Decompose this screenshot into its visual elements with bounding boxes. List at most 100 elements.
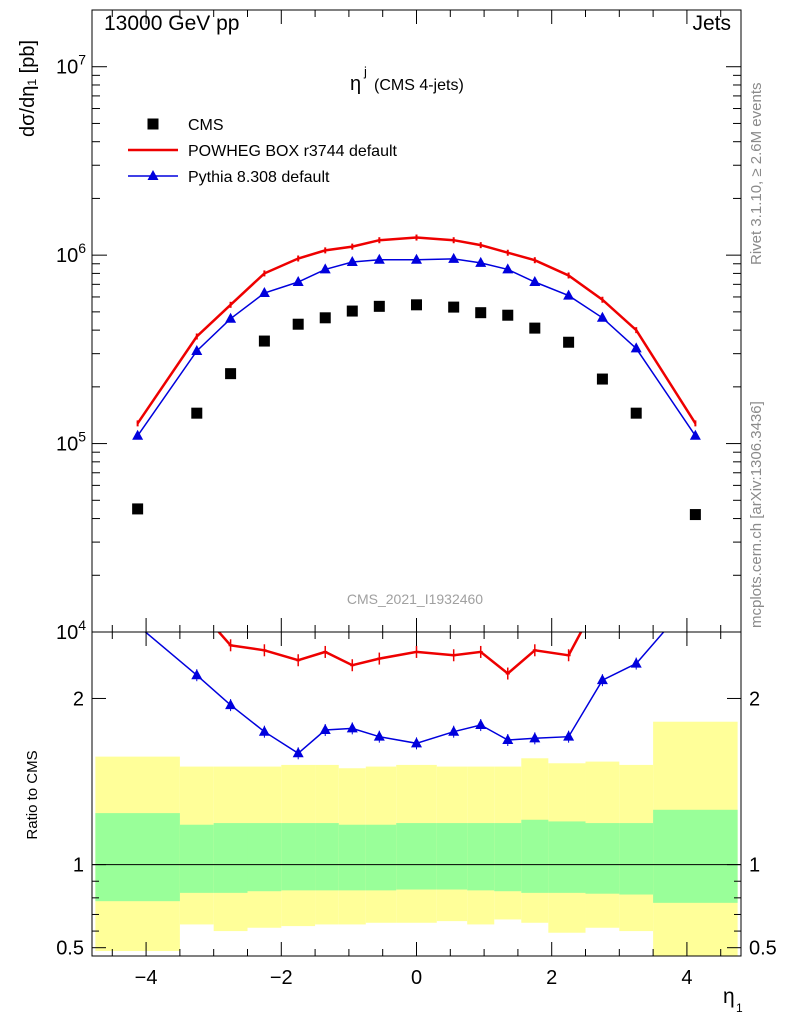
cms-point bbox=[346, 305, 358, 317]
ratio-pythia-point bbox=[292, 747, 304, 758]
ratio-pythia-point bbox=[191, 669, 203, 680]
cms-point bbox=[373, 300, 385, 312]
cms-point bbox=[132, 503, 144, 515]
pythia-point bbox=[346, 255, 358, 266]
cms-point bbox=[502, 309, 514, 321]
main-ytick-label-base: 10 bbox=[56, 434, 78, 456]
cms-point bbox=[563, 336, 575, 348]
pythia-point bbox=[292, 276, 304, 287]
pythia-point bbox=[689, 429, 701, 440]
main-ytick-label: 107 bbox=[56, 52, 86, 79]
ratio-inner-band bbox=[247, 823, 282, 892]
cms-point bbox=[292, 318, 304, 330]
ratio-xlabel-subscript: 1 bbox=[736, 1001, 743, 1015]
main-ytick-label-exp: 5 bbox=[78, 429, 86, 445]
main-watermark: CMS_2021_I1932460 bbox=[347, 591, 483, 607]
main-ytick-label: 105 bbox=[56, 429, 86, 456]
legend-cms-label: CMS bbox=[188, 117, 224, 134]
pythia-point bbox=[373, 253, 385, 264]
main-data bbox=[132, 234, 701, 521]
pythia-point bbox=[502, 263, 514, 274]
legend: CMS POWHEG BOX r3744 default Pythia 8.308 … bbox=[128, 117, 398, 186]
main-ytick-label: 104 bbox=[56, 617, 86, 644]
ratio-inner-band bbox=[494, 823, 522, 892]
ratio-data bbox=[92, 589, 741, 956]
ratio-frame bbox=[91, 631, 742, 957]
ratio-xtick-label: −4 bbox=[135, 967, 158, 989]
pythia-point bbox=[319, 263, 331, 274]
main-ytick-label: 106 bbox=[56, 240, 86, 267]
ratio-inner-band bbox=[467, 823, 495, 891]
ratio-pythia-point bbox=[529, 732, 541, 743]
pythia-point bbox=[630, 342, 642, 353]
ratio-xlabel-symbol: η bbox=[723, 985, 735, 1008]
pythia-point bbox=[475, 256, 487, 267]
ratio-plot: 0.5 0.5 1 1 2 2 −4 −2 0 2 4 bbox=[56, 589, 777, 989]
main-ytick-label-exp: 6 bbox=[78, 240, 86, 256]
ratio-pythia-point bbox=[132, 619, 143, 629]
legend-cms-marker bbox=[147, 118, 159, 130]
legend-pythia-marker bbox=[147, 170, 159, 180]
cms-point bbox=[191, 407, 203, 419]
cms-point bbox=[411, 299, 422, 311]
ratio-pythia-point bbox=[690, 589, 701, 599]
ratio-pythia-point bbox=[630, 657, 642, 668]
ratio-pythia-point bbox=[502, 734, 514, 744]
main-ytick-label-base: 10 bbox=[56, 245, 78, 267]
main-title-symbol: η bbox=[350, 73, 361, 95]
legend-powheg-label: POWHEG BOX r3744 default bbox=[188, 143, 398, 160]
ratio-powheg-line bbox=[217, 632, 583, 676]
ratio-inner-band bbox=[548, 821, 586, 893]
ratio-inner-band bbox=[281, 823, 316, 891]
main-ytick-label-exp: 4 bbox=[78, 617, 86, 633]
ratio-pythia-point bbox=[563, 730, 575, 741]
pythia-point bbox=[448, 252, 460, 263]
ratio-inner-band bbox=[585, 823, 620, 894]
ratio-inner-band bbox=[396, 823, 437, 890]
pythia-line bbox=[136, 258, 697, 437]
main-ytick-label-exp: 7 bbox=[78, 52, 86, 68]
ratio-inner-band bbox=[653, 809, 738, 903]
ratio-inner-band bbox=[436, 823, 468, 890]
pythia-point bbox=[258, 286, 270, 297]
ratio-pythia-point bbox=[258, 725, 270, 736]
pythia-point bbox=[191, 344, 203, 355]
powheg-line bbox=[136, 236, 697, 425]
main-ytick-label-base: 10 bbox=[56, 57, 78, 79]
ratio-pythia-point bbox=[475, 719, 487, 730]
pythia-point bbox=[411, 253, 422, 264]
ratio-xtick-label: 0 bbox=[411, 967, 422, 989]
main-title-rest: (CMS 4-jets) bbox=[374, 77, 464, 94]
ratio-xtick-label: 4 bbox=[681, 967, 692, 989]
ratio-inner-band bbox=[619, 823, 654, 895]
ratio-ytick-label-right: 0.5 bbox=[749, 938, 777, 960]
ratio-xlabel: η 1 bbox=[723, 985, 743, 1015]
cms-point bbox=[258, 335, 270, 347]
ratio-xtick-label: −2 bbox=[270, 967, 293, 989]
pythia-point bbox=[596, 311, 608, 322]
ratio-xtick-label: 2 bbox=[546, 967, 557, 989]
cms-point bbox=[448, 301, 460, 313]
main-ytick-label-base: 10 bbox=[56, 622, 78, 644]
ratio-pythia-point bbox=[411, 737, 422, 748]
ratio-ytick-label: 0.5 bbox=[56, 938, 84, 960]
ratio-ytick-label-right: 1 bbox=[749, 855, 760, 877]
ratio-inner-band bbox=[338, 824, 366, 891]
pythia-point bbox=[132, 429, 144, 440]
side-label-mcplots: mcplots.cern.ch [arXiv:1306.3436] bbox=[748, 401, 765, 628]
ratio-inner-band bbox=[365, 824, 397, 891]
legend-pythia-label: Pythia 8.308 default bbox=[188, 169, 330, 186]
cms-point bbox=[596, 373, 608, 385]
ratio-inner-band bbox=[315, 823, 339, 891]
ratio-ylabel: Ratio to CMS bbox=[24, 750, 41, 839]
cms-point bbox=[630, 407, 642, 419]
main-frame bbox=[91, 9, 742, 633]
ratio-pythia-point bbox=[225, 699, 237, 710]
ratio-pythia-point bbox=[373, 730, 385, 741]
main-title-superscript: j bbox=[363, 64, 367, 79]
ratio-inner-band bbox=[179, 824, 214, 893]
cms-point bbox=[529, 322, 541, 334]
cms-point bbox=[475, 307, 487, 319]
